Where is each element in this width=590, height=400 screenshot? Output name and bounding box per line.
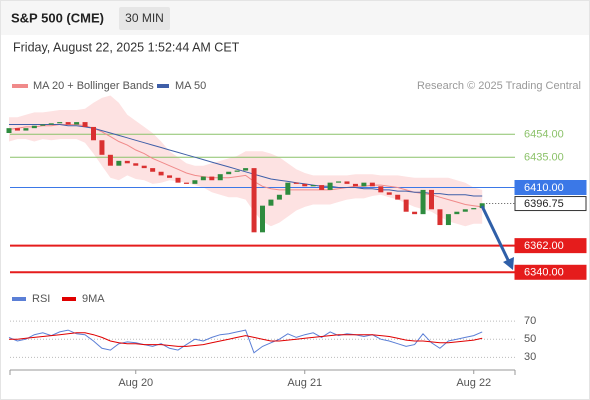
level-label: 6435.00 [524, 152, 564, 164]
candle [124, 160, 130, 164]
candle [310, 185, 316, 187]
interval: 30 MIN [125, 11, 164, 25]
candle [319, 185, 325, 190]
candle [268, 199, 274, 206]
legend-swatch [157, 84, 169, 88]
level-label: 6410.00 [524, 182, 564, 194]
candle [91, 126, 96, 141]
candle [479, 203, 485, 209]
bollinger-band [9, 95, 483, 227]
chart-title: S&P 500 (CME) [11, 10, 104, 25]
candle [82, 122, 88, 127]
candle [209, 176, 215, 181]
y-tick-label: 70 [524, 315, 536, 327]
candle [116, 160, 122, 166]
candle [429, 189, 434, 210]
candle [31, 125, 37, 129]
source: Research © 2025 Trading Central [417, 80, 581, 92]
ma-line [9, 124, 483, 197]
candle [226, 171, 232, 175]
candle [445, 214, 451, 226]
candle [327, 182, 333, 190]
legend-label: RSI [32, 293, 50, 305]
interval-box [119, 7, 170, 30]
candle [217, 174, 223, 181]
indicator-line [9, 332, 483, 347]
candle [336, 181, 342, 183]
candle [14, 128, 20, 131]
candle [200, 176, 206, 181]
candle [6, 128, 12, 133]
candle [352, 183, 358, 187]
candle [175, 177, 181, 183]
level-label: 6454.00 [524, 129, 564, 141]
legend-label: MA 50 [175, 80, 206, 92]
candle [412, 211, 418, 215]
candle [48, 123, 54, 125]
level-label: 6340.00 [524, 267, 564, 279]
candle [378, 186, 384, 193]
header-bar [1, 1, 589, 35]
legend-swatch [12, 297, 26, 301]
level-label: 6362.00 [524, 240, 564, 252]
candle [403, 199, 409, 212]
candle [23, 128, 29, 131]
candle [420, 189, 426, 215]
candle [454, 211, 460, 215]
candle [344, 181, 350, 184]
candle [260, 205, 265, 233]
candle [302, 183, 308, 187]
candle [158, 171, 164, 176]
candle [150, 168, 156, 172]
candle [99, 140, 105, 155]
level-box [514, 180, 587, 195]
candle [251, 168, 257, 233]
candle [293, 182, 299, 184]
forecast-arrow [480, 205, 511, 263]
candle [107, 154, 113, 166]
candle [471, 208, 477, 210]
candle [386, 192, 392, 195]
level-box [514, 196, 587, 212]
level-label: 6396.75 [524, 198, 564, 210]
candle [462, 209, 468, 212]
candle [141, 165, 147, 169]
plot: MA 20 + Bollinger Bands MA 50 6454.00 6435.… [6, 80, 587, 389]
candle [395, 194, 401, 200]
forecast-arrowhead [503, 257, 514, 270]
legend-label: 9MA [82, 293, 105, 305]
candle [133, 163, 139, 166]
candle [192, 180, 198, 184]
candle [234, 170, 240, 172]
candle [285, 182, 291, 195]
candle [369, 182, 375, 187]
candle [65, 122, 71, 125]
ma-line [8, 124, 483, 208]
candle [437, 209, 443, 226]
candle [361, 182, 367, 187]
candle [243, 168, 249, 171]
legend-swatch [62, 297, 76, 301]
candle [183, 182, 189, 184]
level-box [514, 238, 587, 254]
candle [40, 124, 46, 126]
x-tick-label: Aug 20 [118, 377, 153, 389]
candle [57, 122, 63, 124]
indicator-line [8, 329, 483, 354]
x-tick-label: Aug 22 [456, 377, 491, 389]
y-tick-label: 50 [524, 333, 536, 345]
subtitle: Friday, August 22, 2025 1:52:44 AM CET [13, 40, 240, 54]
candle [167, 175, 173, 178]
candle [276, 194, 282, 200]
level-box [514, 264, 587, 280]
legend-label: MA 20 + Bollinger Bands [33, 80, 154, 92]
legend-swatch [12, 84, 28, 88]
y-tick-label: 30 [524, 351, 536, 363]
x-tick-label: Aug 21 [287, 377, 322, 389]
candle [74, 122, 80, 125]
